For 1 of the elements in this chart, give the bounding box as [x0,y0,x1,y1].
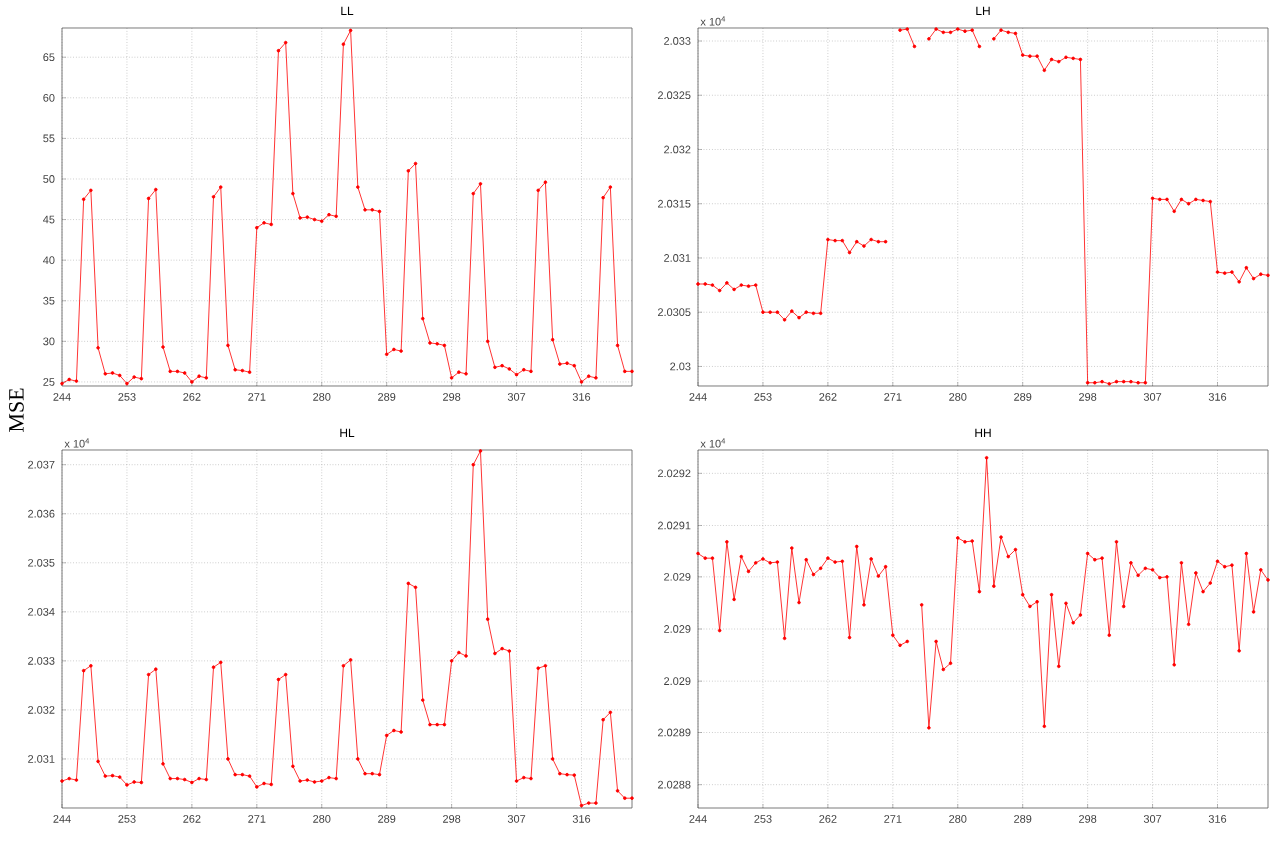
y-axis-title: MSE [9,388,24,432]
